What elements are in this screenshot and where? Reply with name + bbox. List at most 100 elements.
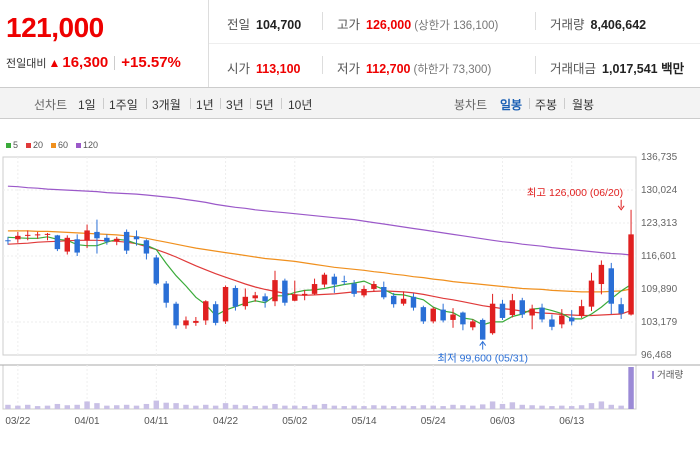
candle-body [242,296,249,307]
change-amount: 16,300 [62,54,109,71]
line-chart-label: 선차트 [34,98,68,112]
candle-body [173,303,179,326]
toolbar-divider [103,98,104,109]
volume-bar [222,403,229,409]
candle-body [15,235,21,240]
ma120-line [7,185,632,256]
candle-body [232,287,239,307]
volume-bar [519,404,525,409]
volume-bar [44,405,51,409]
up-triangle-icon: ▲ [48,55,61,70]
x-tick-label: 05/14 [351,416,376,427]
volume-bar [509,402,516,409]
volume-bar [341,406,347,409]
period-1y[interactable]: 1년 [196,98,214,112]
volume-bar [420,405,427,409]
period-1w[interactable]: 1주일 [109,98,138,112]
candle-monthly[interactable]: 월봉 [572,98,595,112]
candle-body [222,286,229,322]
toolbar-divider [146,98,147,109]
stat-row-1: 전일 104,700 고가 126,000 (상한가 136,100) 거래량 8,40… [209,0,700,44]
stat-low-label: 저가 [337,62,361,76]
legend-ma5: 5 [6,140,18,150]
volume-bar [578,405,585,409]
stat-low: 저가 112,700 (하한가 73,300) [337,58,491,77]
volume-bar [173,403,179,409]
current-price: 121,000 [6,12,104,43]
candle-body [133,236,140,240]
volume-bar [34,406,41,409]
stat-prev: 전일 104,700 [227,14,301,33]
candle-body [5,240,11,242]
volume-bar [618,405,624,409]
candle-body [598,264,605,285]
candle-weekly[interactable]: 주봉 [535,98,558,112]
candle-body [163,283,169,303]
volume-bar [628,367,634,409]
chart-legend: 5 20 60 120 [6,140,98,150]
stat-divider [535,56,536,74]
volume-bar [84,401,90,409]
volume-bar [242,405,249,409]
high-annotation: 최고 126,000 (06/20) [527,187,623,199]
change-divider [114,55,116,70]
volume-bar [153,400,160,409]
candle-body [153,257,160,284]
volume-bar [440,406,446,409]
volume-bar [114,405,120,409]
period-5y[interactable]: 5년 [256,98,274,112]
volume-bar [559,405,565,409]
stat-divider [322,56,323,74]
candle-body [460,312,466,325]
volume-bar [351,405,357,409]
stat-amount: 거래대금 1,017,541 백만 [550,58,684,77]
candle-body [212,304,219,323]
volume-bar [539,405,545,409]
stat-prev-label: 전일 [227,18,251,32]
candle-body [529,308,535,316]
stat-amount-label: 거래대금 [550,62,597,76]
period-3m[interactable]: 3개월 [152,98,181,112]
x-tick-label: 05/02 [282,416,307,427]
volume-legend-swatch [652,371,654,379]
candle-body [341,281,347,283]
volume-bar [133,405,140,409]
candle-body [509,300,516,316]
candle-body [489,303,496,334]
stat-divider [322,12,323,30]
toolbar-divider [281,98,282,109]
candle-body [549,319,555,327]
volume-bar [479,404,486,409]
candle-chart-label: 봉차트 [454,98,488,112]
volume-bar [568,406,575,409]
high-arrow-head [617,205,625,211]
volume-bar [598,401,605,409]
volume-bar [549,406,555,409]
candle-body [628,234,634,315]
stat-volume-value: 8,406,642 [590,18,647,32]
volume-bar [371,405,377,409]
volume-bar [74,404,80,409]
volume-bar [25,404,31,409]
legend-ma20-label: 20 [33,140,44,150]
stat-row-2: 시가 113,100 저가 112,700 (하한가 73,300) 거래대금 1,01… [209,44,700,87]
stat-grid: 전일 104,700 고가 126,000 (상한가 136,100) 거래량 8,40… [209,0,700,87]
quote-summary: 121,000 전일대비 ▲ 16,300 +15.57% 전일 104,700 … [0,0,700,88]
volume-bar [232,404,239,409]
period-3y[interactable]: 3년 [226,98,244,112]
volume-bar [143,403,150,409]
candle-body [618,304,624,314]
period-1d[interactable]: 1일 [78,98,96,112]
candle-daily[interactable]: 일봉 [500,98,523,112]
volume-bar [163,402,169,409]
candle-body [420,307,427,322]
candle-body [479,319,486,340]
volume-bar [450,404,456,409]
legend-ma20: 20 [26,140,43,150]
period-10y[interactable]: 10년 [288,98,313,112]
volume-plot-frame [2,364,637,410]
stat-volume: 거래량 8,406,642 [550,14,646,33]
candle-body [539,307,545,320]
volume-bar [123,404,130,409]
candle-body [94,231,100,239]
